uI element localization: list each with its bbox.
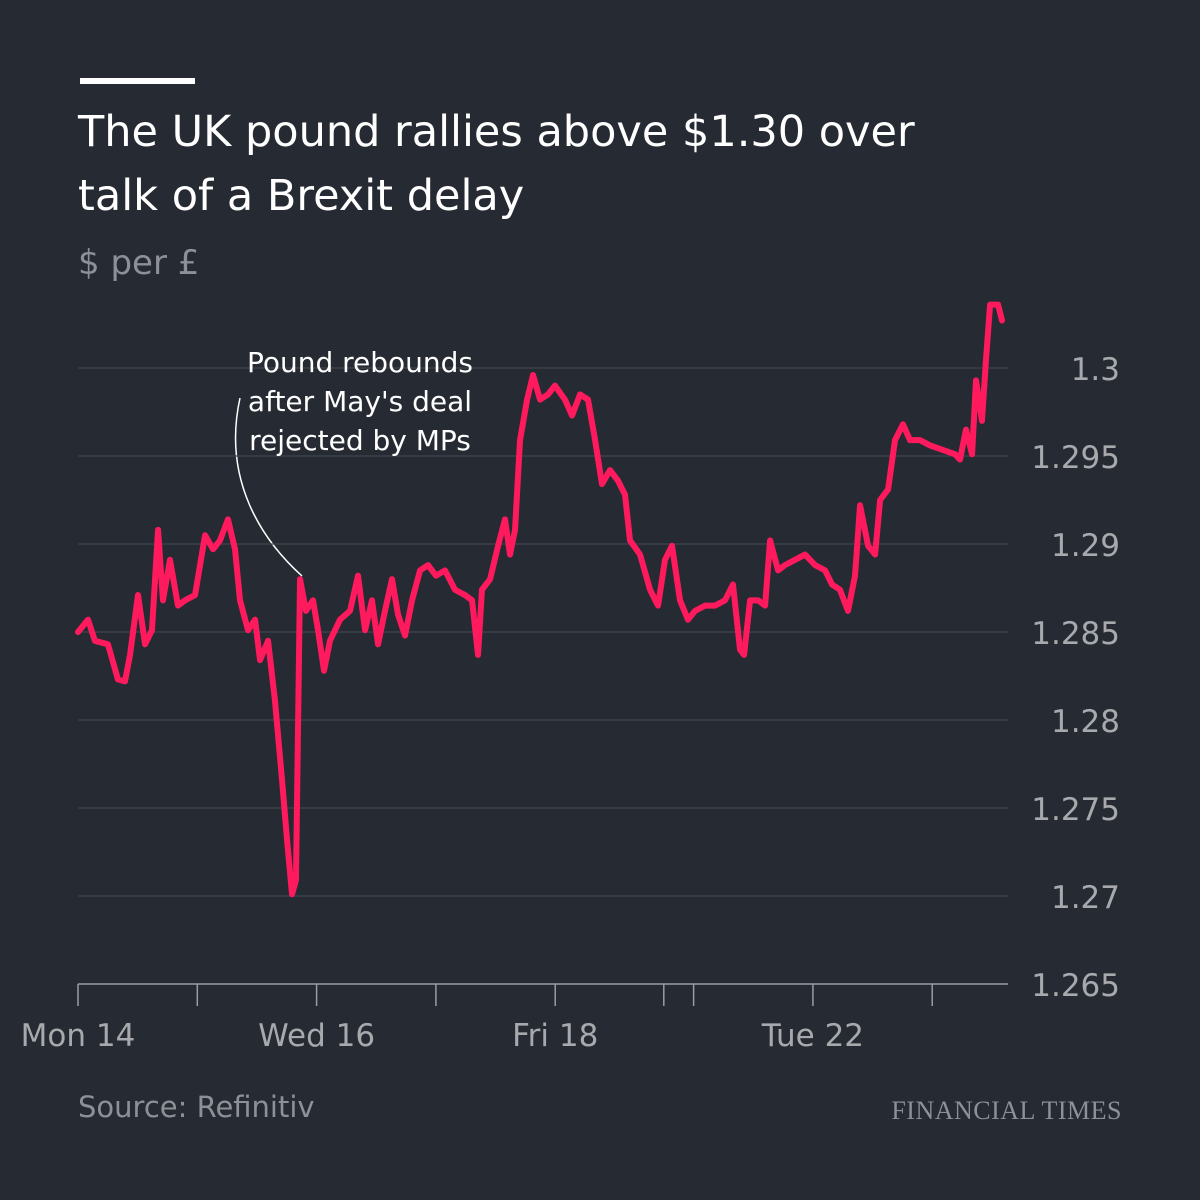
y-tick-label: 1.285 — [1031, 616, 1120, 652]
y-tick-label: 1.275 — [1031, 792, 1120, 828]
annotation-line: after May's deal — [248, 385, 472, 418]
annotation-connector — [234, 397, 303, 577]
y-tick-label: 1.28 — [1051, 704, 1120, 740]
price-line — [75, 301, 1006, 898]
chart-title: The UK pound rallies above $1.30 over ta… — [78, 107, 915, 221]
y-tick-label: 1.3 — [1071, 352, 1120, 388]
annotation: Pound rebounds after May's deal rejected b… — [247, 346, 473, 457]
x-tick-label: Tue 22 — [761, 1018, 864, 1054]
y-tick-label: 1.265 — [1031, 968, 1120, 1004]
annotation-line: Pound rebounds — [247, 346, 473, 379]
brand: FINANCIAL TIMES — [891, 1096, 1122, 1125]
source: Source: Refinitiv — [78, 1090, 315, 1124]
x-tick-label: Wed 16 — [258, 1018, 375, 1054]
y-tick-label: 1.295 — [1031, 440, 1120, 476]
annotation-line: rejected by MPs — [249, 424, 471, 457]
y-tick-label: 1.27 — [1051, 880, 1120, 916]
x-tick-label: Fri 18 — [512, 1018, 598, 1054]
title-bar — [80, 78, 195, 84]
chart-subtitle: $ per £ — [78, 243, 200, 283]
x-tick-label: Mon 14 — [21, 1018, 136, 1054]
y-tick-label: 1.29 — [1051, 528, 1120, 564]
